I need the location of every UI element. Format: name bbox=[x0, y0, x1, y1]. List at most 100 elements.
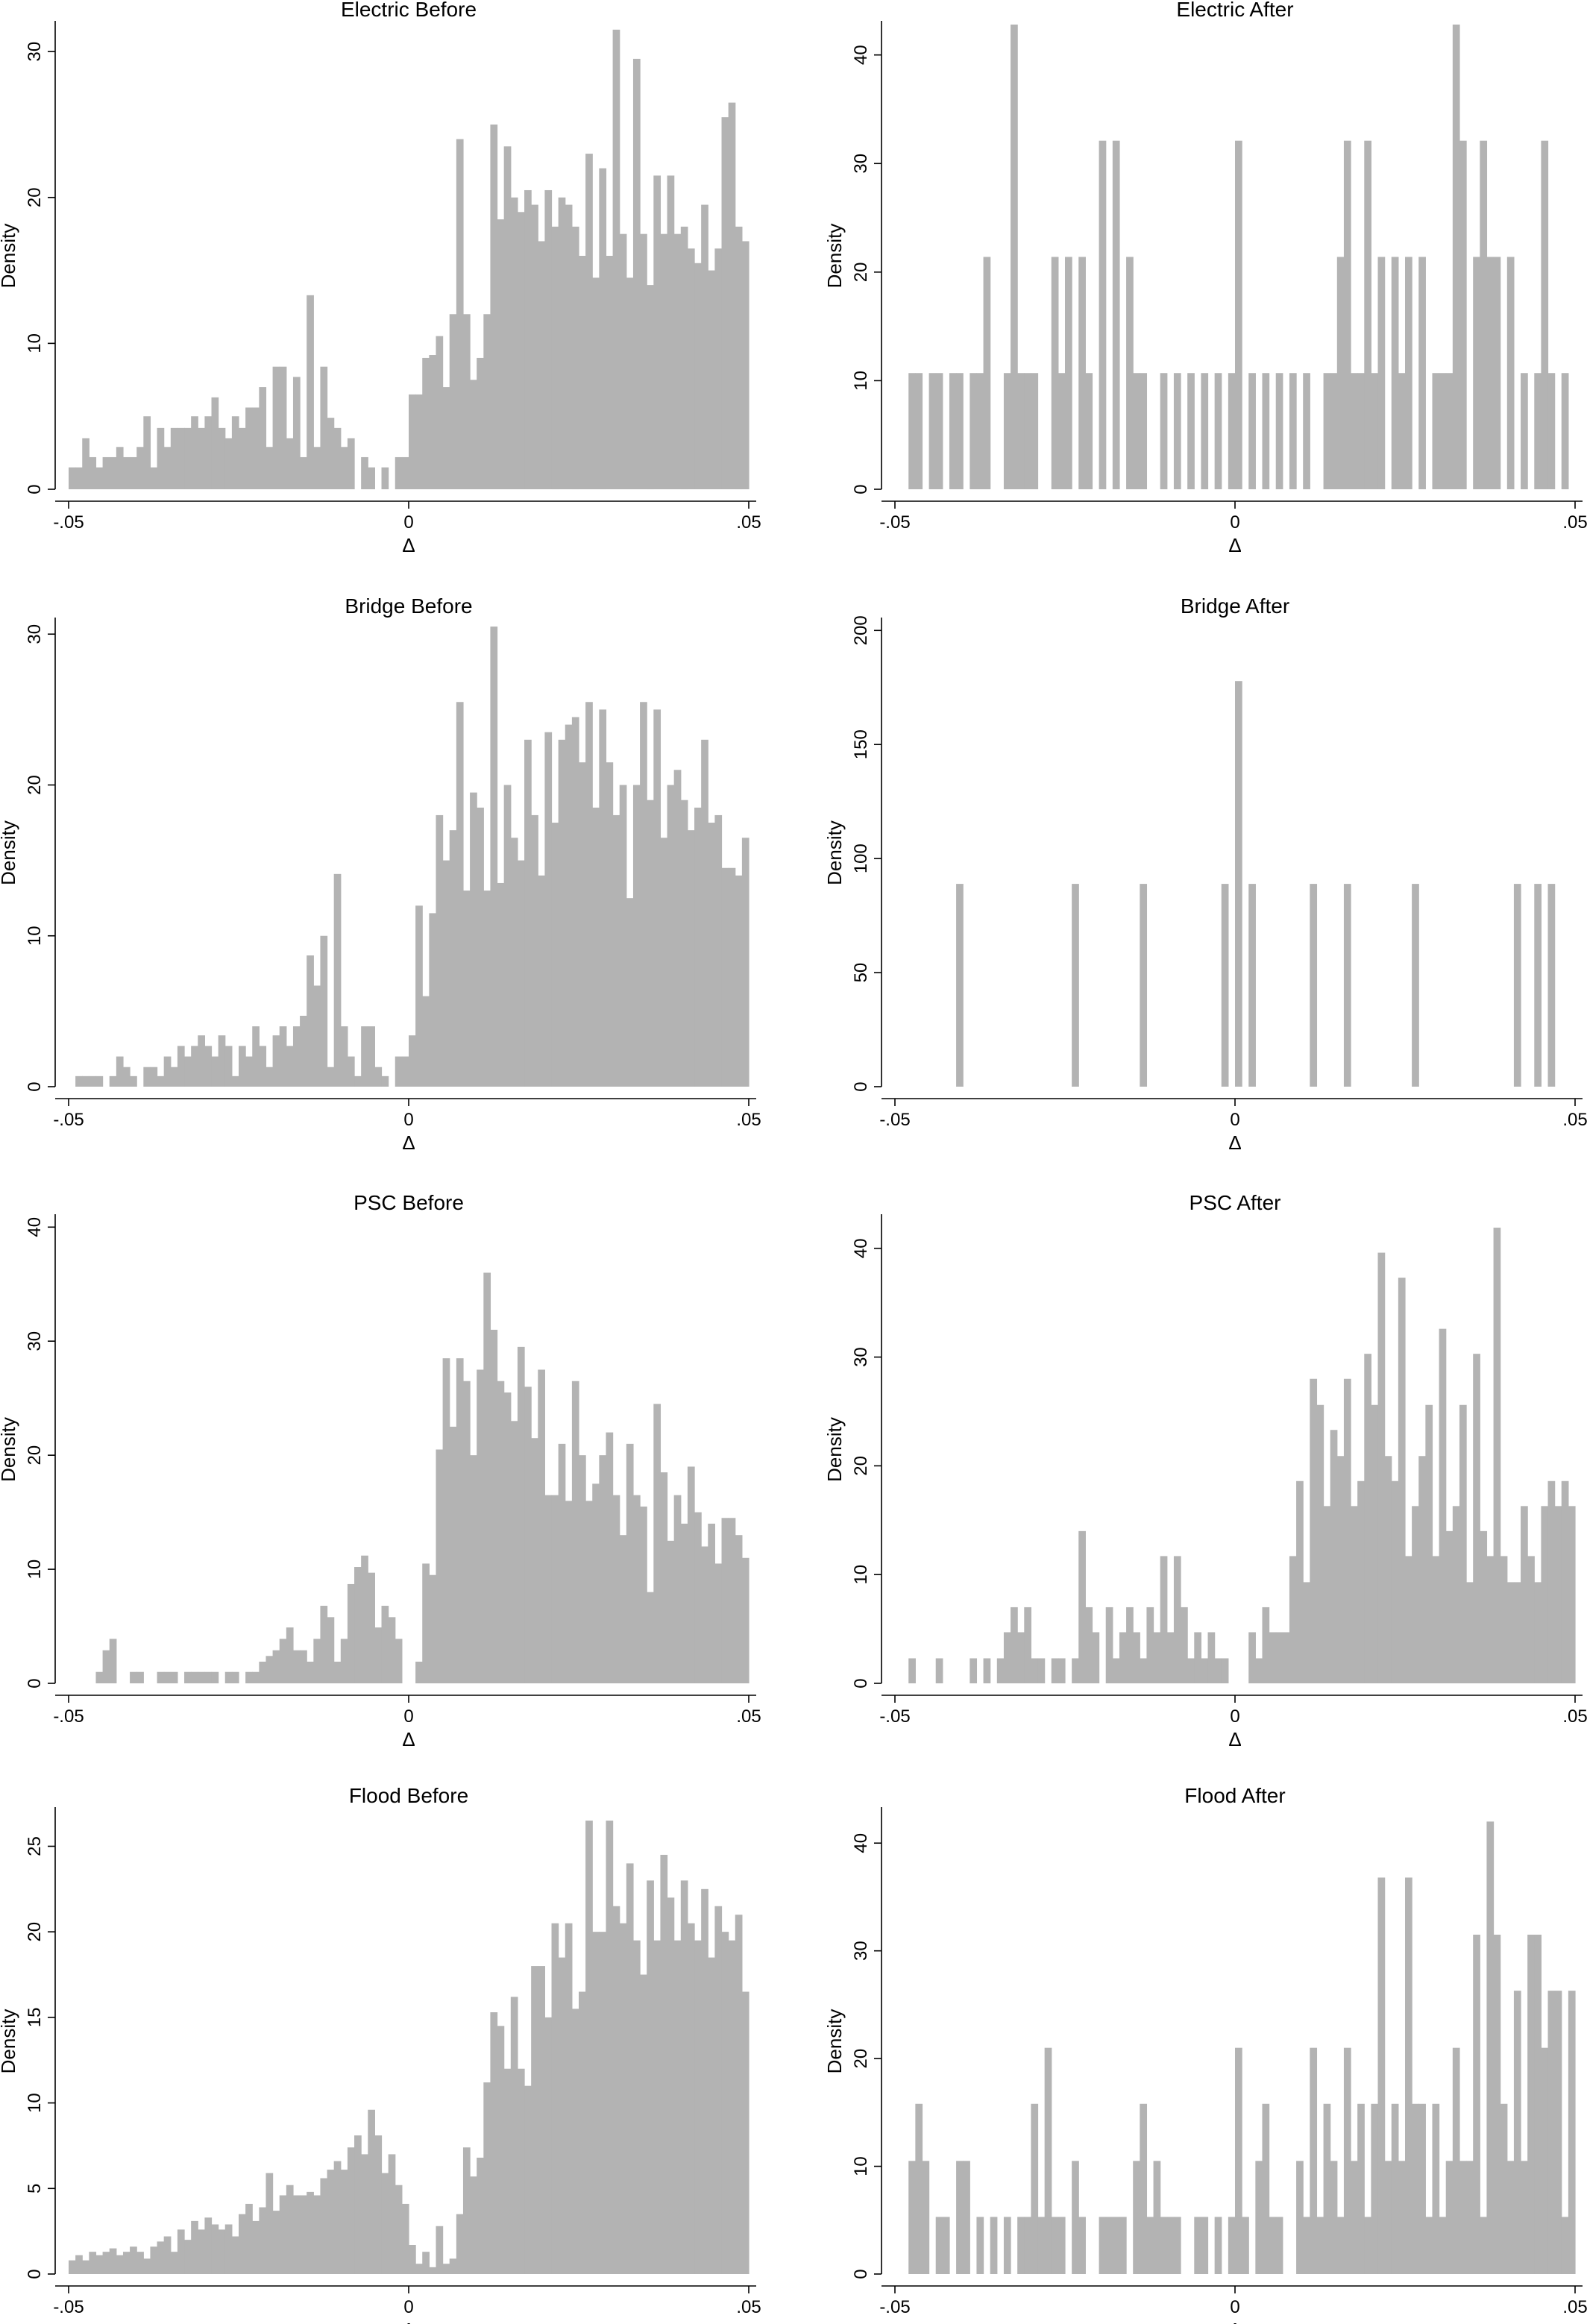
panel-electric-after-bar bbox=[1561, 373, 1569, 489]
panel-psc-after-bar bbox=[1289, 1556, 1297, 1683]
panel-bridge-before-bar bbox=[347, 1056, 355, 1087]
panel-flood-after-bar bbox=[1228, 2217, 1236, 2274]
panel-psc-before-bar bbox=[354, 1567, 362, 1683]
panel-psc-after-bar bbox=[1493, 1228, 1501, 1683]
panel-bridge-before-bar bbox=[735, 875, 743, 1087]
panel-electric-before-bar bbox=[436, 336, 444, 489]
panel-bridge-after-bar bbox=[1140, 884, 1148, 1087]
panel-electric-before-bar bbox=[198, 427, 205, 489]
panel-psc-after-y-tick-label: 10 bbox=[851, 1565, 871, 1585]
panel-electric-before-bar bbox=[327, 418, 335, 489]
panel-bridge-before-bar bbox=[551, 823, 559, 1087]
panel-bridge-before-bar bbox=[218, 1035, 226, 1087]
panel-flood-after-bar bbox=[1214, 2217, 1222, 2274]
panel-flood-after-bar bbox=[1364, 2217, 1371, 2274]
panel-electric-before-bar bbox=[735, 226, 743, 490]
panel-bridge-before-bar bbox=[462, 891, 471, 1087]
panel-electric-before-bar bbox=[333, 427, 342, 489]
panel-flood-before-bar bbox=[632, 1940, 641, 2274]
panel-flood-before-bar bbox=[116, 2255, 124, 2274]
panel-bridge-before-bar bbox=[252, 1026, 260, 1087]
panel-electric-after-bar bbox=[1534, 373, 1542, 489]
panel-electric-before-bar bbox=[728, 102, 736, 490]
panel-electric-after-bar bbox=[1323, 373, 1331, 489]
panel-flood-before-x-axis-label: Δ bbox=[402, 2319, 415, 2324]
panel-flood-before-bar bbox=[395, 2185, 403, 2274]
panel-psc-before-bar bbox=[184, 1671, 192, 1683]
panel-psc-before-bar bbox=[381, 1606, 389, 1683]
panel-bridge-before-bar bbox=[449, 830, 457, 1087]
panel-electric-before-bar bbox=[272, 366, 280, 489]
panel-flood-after-bar bbox=[1330, 2161, 1338, 2274]
panel-bridge-before-bar bbox=[286, 1046, 294, 1087]
panel-bridge-before-y-tick-label: 30 bbox=[25, 624, 45, 644]
panel-flood-before-bar bbox=[680, 1880, 688, 2274]
panel-psc-after-bar bbox=[1412, 1506, 1419, 1683]
panel-psc-before-bar bbox=[340, 1639, 348, 1683]
panel-flood-before-bar bbox=[510, 1997, 518, 2274]
panel-flood-before-y-tick-label: 10 bbox=[25, 2093, 45, 2113]
panel-bridge-before-bar bbox=[470, 792, 477, 1087]
panel-electric-after-bar bbox=[1445, 373, 1454, 489]
panel-psc-before-bar bbox=[252, 1671, 260, 1683]
panel-psc-after-bar bbox=[1480, 1530, 1488, 1683]
panel-bridge-before-bar bbox=[354, 1075, 362, 1087]
panel-psc-before-bar bbox=[483, 1272, 491, 1683]
panel-flood-before-bar bbox=[647, 1880, 654, 2274]
panel-electric-before-bar bbox=[660, 233, 668, 489]
panel-electric-before-bar bbox=[497, 219, 505, 489]
panel-psc-after-bar bbox=[1513, 1582, 1521, 1683]
panel-psc-before-bar bbox=[259, 1661, 267, 1683]
panel-electric-before-bar bbox=[265, 447, 274, 489]
panel-bridge-before-bar bbox=[109, 1075, 117, 1087]
panel-bridge-before-bar bbox=[265, 1067, 274, 1087]
panel-electric-after-bar bbox=[1480, 140, 1488, 489]
panel-flood-after-bar bbox=[963, 2161, 970, 2274]
panel-psc-after-bar bbox=[1282, 1632, 1290, 1683]
panel-flood-after-y-tick-label: 40 bbox=[851, 1833, 871, 1853]
panel-flood-before-bar bbox=[626, 1863, 634, 2274]
panel-bridge-after-y-tick-label: 50 bbox=[851, 963, 871, 983]
panel-electric-after-y-tick-label: 10 bbox=[851, 371, 871, 391]
panel-psc-after-bar bbox=[1568, 1506, 1576, 1683]
panel-bridge-before-bar bbox=[211, 1056, 219, 1087]
panel-psc-before-bar bbox=[272, 1650, 280, 1683]
panel-flood-before-bar bbox=[538, 1966, 545, 2274]
panel-bridge-before-bar bbox=[279, 1026, 287, 1087]
panel-psc-after-bar bbox=[1310, 1378, 1318, 1683]
panel-bridge-before-bar bbox=[741, 838, 749, 1087]
panel-flood-after-bar bbox=[1500, 2103, 1508, 2274]
panel-psc-after-bar bbox=[1078, 1530, 1086, 1683]
panel-electric-before-bar bbox=[279, 366, 287, 489]
panel-flood-after-bar bbox=[1235, 2047, 1242, 2274]
panel-electric-after-bar bbox=[1051, 257, 1059, 489]
panel-flood-after-bar bbox=[1051, 2217, 1059, 2274]
panel-flood-before-bar bbox=[544, 2017, 553, 2274]
panel-flood-before-bar bbox=[211, 2224, 219, 2274]
panel-flood-after-bar bbox=[1486, 1821, 1495, 2274]
panel-electric-after-x-tick-label: -.05 bbox=[879, 512, 910, 533]
panel-bridge-after-title: Bridge After bbox=[1181, 594, 1289, 618]
panel-flood-before-bar bbox=[347, 2147, 355, 2274]
panel-electric-before-bar bbox=[721, 117, 729, 489]
panel-psc-after-bar bbox=[1445, 1530, 1454, 1683]
panel-flood-after-bar bbox=[1255, 2161, 1263, 2274]
panel-bridge-before-bar bbox=[714, 814, 723, 1087]
panel-psc-before-bar bbox=[109, 1639, 117, 1683]
panel-flood-before-x-tick-label: 0 bbox=[403, 2297, 413, 2317]
panel-bridge-after-bar bbox=[1513, 884, 1521, 1087]
panel-electric-after-bar bbox=[1187, 373, 1195, 489]
panel-flood-after-bar bbox=[1303, 2217, 1310, 2274]
panel-psc-after-bar bbox=[1398, 1278, 1406, 1683]
panel-flood-before-bar bbox=[313, 2195, 321, 2274]
panel-bridge-before-x-tick-label: 0 bbox=[403, 1110, 413, 1130]
panel-flood-after-bar bbox=[1493, 1935, 1501, 2274]
panel-psc-after-bar bbox=[1384, 1456, 1392, 1683]
panel-bridge-before-bar bbox=[368, 1026, 375, 1087]
panel-flood-before-y-tick-label: 20 bbox=[25, 1922, 45, 1942]
panel-electric-after-bar bbox=[956, 373, 964, 489]
panel-flood-after-bar bbox=[1173, 2217, 1181, 2274]
panel-flood-before-bar bbox=[517, 2068, 525, 2274]
panel-psc-after-bar bbox=[1527, 1556, 1535, 1683]
panel-flood-after-bar bbox=[1099, 2217, 1107, 2274]
